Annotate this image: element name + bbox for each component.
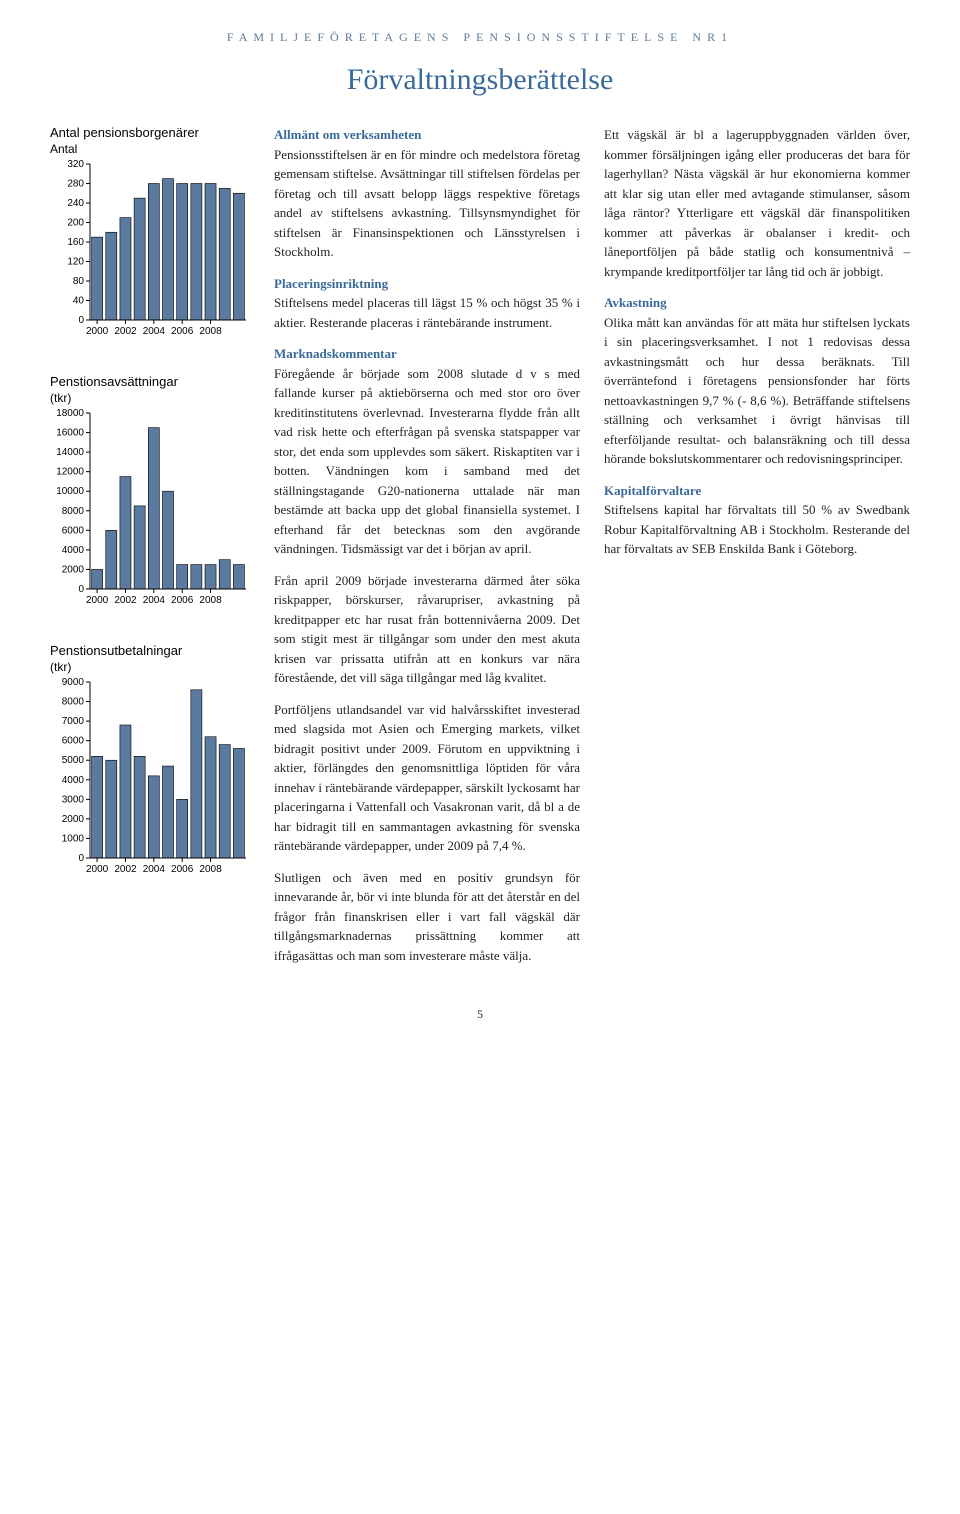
sec-avkastning-head: Avkastning: [604, 295, 667, 310]
svg-text:2008: 2008: [199, 595, 222, 606]
chart-2-unit: (tkr): [50, 391, 250, 405]
svg-text:0: 0: [78, 315, 84, 326]
svg-text:80: 80: [73, 276, 85, 287]
svg-text:2002: 2002: [114, 326, 137, 337]
chart-1-title: Antal pensionsborgenärer: [50, 125, 250, 140]
svg-text:7000: 7000: [62, 716, 85, 727]
page-header: FAMILJEFÖRETAGENS PENSIONSSTIFTELSE NR1: [50, 30, 910, 45]
svg-text:6000: 6000: [62, 736, 85, 747]
chart-3: Penstionsutbetalningar (tkr) 0 1000 2000 30…: [50, 643, 250, 878]
svg-text:14000: 14000: [56, 447, 84, 458]
chart-2-svg: 0200040006000800010000120001400016000180…: [50, 409, 250, 609]
svg-text:40: 40: [73, 296, 85, 307]
svg-text:2006: 2006: [171, 326, 194, 337]
svg-text:9000: 9000: [62, 678, 85, 688]
svg-text:0: 0: [78, 853, 84, 864]
sec-allmant-head: Allmänt om verksamheten: [274, 127, 421, 142]
sec-vagskal-p1: Ett vägskäl är bl a lageruppbyggnaden vä…: [604, 125, 910, 281]
chart-3-unit: (tkr): [50, 660, 250, 674]
svg-text:8000: 8000: [62, 506, 85, 517]
chart-1: Antal pensionsborgenärer Antal 0 40 80 120 1…: [50, 125, 250, 340]
sec-kapital-head: Kapitalförvaltare: [604, 483, 701, 498]
sec-kapital-body: Stiftelsens kapital har förvaltats till …: [604, 502, 910, 556]
svg-text:2000: 2000: [62, 564, 85, 575]
sec-marknad-p4: Slutligen och även med en positiv grunds…: [274, 868, 580, 966]
svg-text:2000: 2000: [86, 864, 109, 875]
chart-2: Penstionsavsättningar (tkr) 020004000600…: [50, 374, 250, 609]
sec-marknad-p3: Portföljens utlandsandel var vid halvårs…: [274, 700, 580, 856]
sec-placering-head: Placeringsinriktning: [274, 276, 388, 291]
svg-text:160: 160: [67, 237, 84, 248]
svg-text:4000: 4000: [62, 545, 85, 556]
svg-text:2004: 2004: [143, 595, 166, 606]
svg-text:10000: 10000: [56, 486, 84, 497]
page-number: 5: [50, 1007, 910, 1022]
svg-text:2002: 2002: [114, 595, 137, 606]
svg-text:320: 320: [67, 160, 84, 170]
chart-1-svg: 0 40 80 120 160 200 240 280 320 2000 2002 2004 2006 2…: [50, 160, 250, 340]
text-column-2: Ett vägskäl är bl a lageruppbyggnaden vä…: [604, 125, 910, 977]
svg-text:2006: 2006: [171, 595, 194, 606]
svg-text:3000: 3000: [62, 794, 85, 805]
svg-text:2000: 2000: [62, 814, 85, 825]
chart-3-title: Penstionsutbetalningar: [50, 643, 250, 658]
svg-text:2000: 2000: [86, 595, 109, 606]
svg-text:2006: 2006: [171, 864, 194, 875]
svg-text:2004: 2004: [143, 326, 166, 337]
chart-1-unit: Antal: [50, 142, 250, 156]
svg-text:2008: 2008: [199, 326, 222, 337]
sec-placering-body: Stiftelsens medel placeras till lägst 15…: [274, 295, 580, 330]
svg-text:0: 0: [78, 584, 84, 595]
svg-text:6000: 6000: [62, 525, 85, 536]
sidebar-charts: Antal pensionsborgenärer Antal 0 40 80 120 1…: [50, 125, 250, 977]
svg-text:8000: 8000: [62, 697, 85, 708]
sec-allmant-body: Pensionsstiftelsen är en för mindre och …: [274, 147, 580, 260]
sec-avkastning-body: Olika mått kan användas för att mäta hur…: [604, 315, 910, 467]
sec-marknad-head: Marknadskommentar: [274, 346, 397, 361]
main-title: Förvaltningsberättelse: [50, 63, 910, 97]
svg-text:200: 200: [67, 218, 84, 229]
chart-2-title: Penstionsavsättningar: [50, 374, 250, 389]
svg-text:12000: 12000: [56, 467, 84, 478]
sec-marknad-p1: Föregående år började som 2008 slutade d…: [274, 366, 580, 557]
svg-text:280: 280: [67, 179, 84, 190]
chart-3-svg: 0 1000 2000 3000 4000 5000 6000 7000 8000 9000 200…: [50, 678, 250, 878]
svg-text:2000: 2000: [86, 326, 109, 337]
svg-text:4000: 4000: [62, 775, 85, 786]
svg-text:2004: 2004: [143, 864, 166, 875]
text-column-1: Allmänt om verksamheten Pensionsstiftels…: [274, 125, 580, 977]
svg-text:1000: 1000: [62, 833, 85, 844]
sec-marknad-p2: Från april 2009 började investerarna där…: [274, 571, 580, 688]
svg-text:2008: 2008: [199, 864, 222, 875]
svg-text:120: 120: [67, 257, 84, 268]
content-layout: Antal pensionsborgenärer Antal 0 40 80 120 1…: [50, 125, 910, 977]
svg-text:5000: 5000: [62, 755, 85, 766]
svg-text:2002: 2002: [114, 864, 137, 875]
svg-text:240: 240: [67, 198, 84, 209]
svg-text:18000: 18000: [56, 409, 84, 419]
svg-text:16000: 16000: [56, 428, 84, 439]
